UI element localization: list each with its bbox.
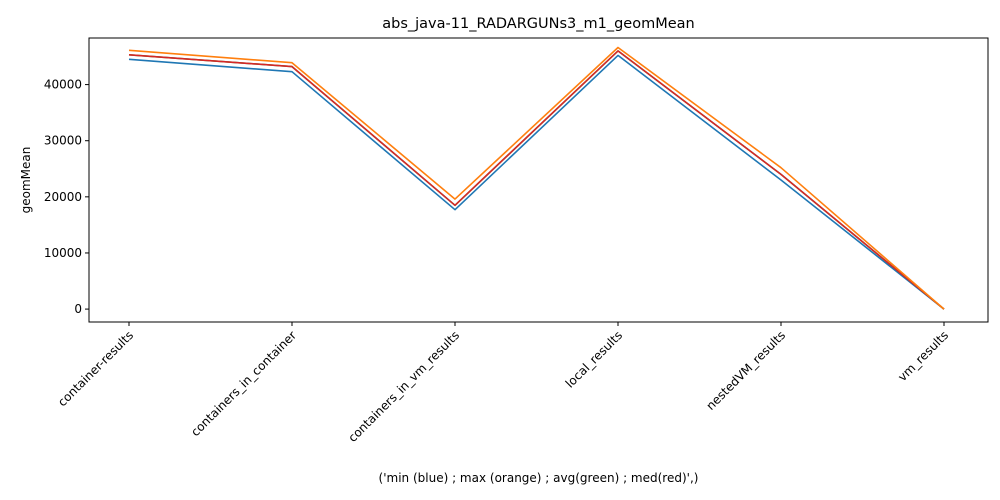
series-line-0 [128, 54, 945, 310]
x-axis: container-results containers_in_container… [55, 322, 951, 445]
x-tick-label: containers_in_vm_results [345, 328, 462, 445]
y-tick-label: 20000 [44, 190, 82, 204]
chart-title: abs_java-11_RADARGUNs3_m1_geomMean [382, 16, 694, 32]
series-line-2 [128, 50, 945, 310]
x-tick-label: container-results [55, 328, 136, 409]
y-tick-label: 0 [74, 302, 82, 316]
x-tick-label: local_results [563, 328, 625, 390]
x-tick-label: nestedVM_results [703, 328, 788, 413]
x-tick-label: vm_results [895, 328, 951, 384]
x-axis-label: ('min (blue) ; max (orange) ; avg(green)… [379, 471, 699, 485]
plot-frame [88, 37, 989, 323]
y-axis-label: geomMean [19, 147, 33, 214]
x-tick-label: containers_in_container [188, 328, 299, 439]
y-tick-label: 40000 [44, 78, 82, 92]
series-line-3 [128, 46, 945, 310]
series-line-1 [128, 50, 945, 310]
y-tick-label: 30000 [44, 134, 82, 148]
y-tick-label: 10000 [44, 246, 82, 260]
plot-area [88, 37, 989, 323]
y-axis: 0 10000 20000 30000 40000 [44, 78, 89, 316]
